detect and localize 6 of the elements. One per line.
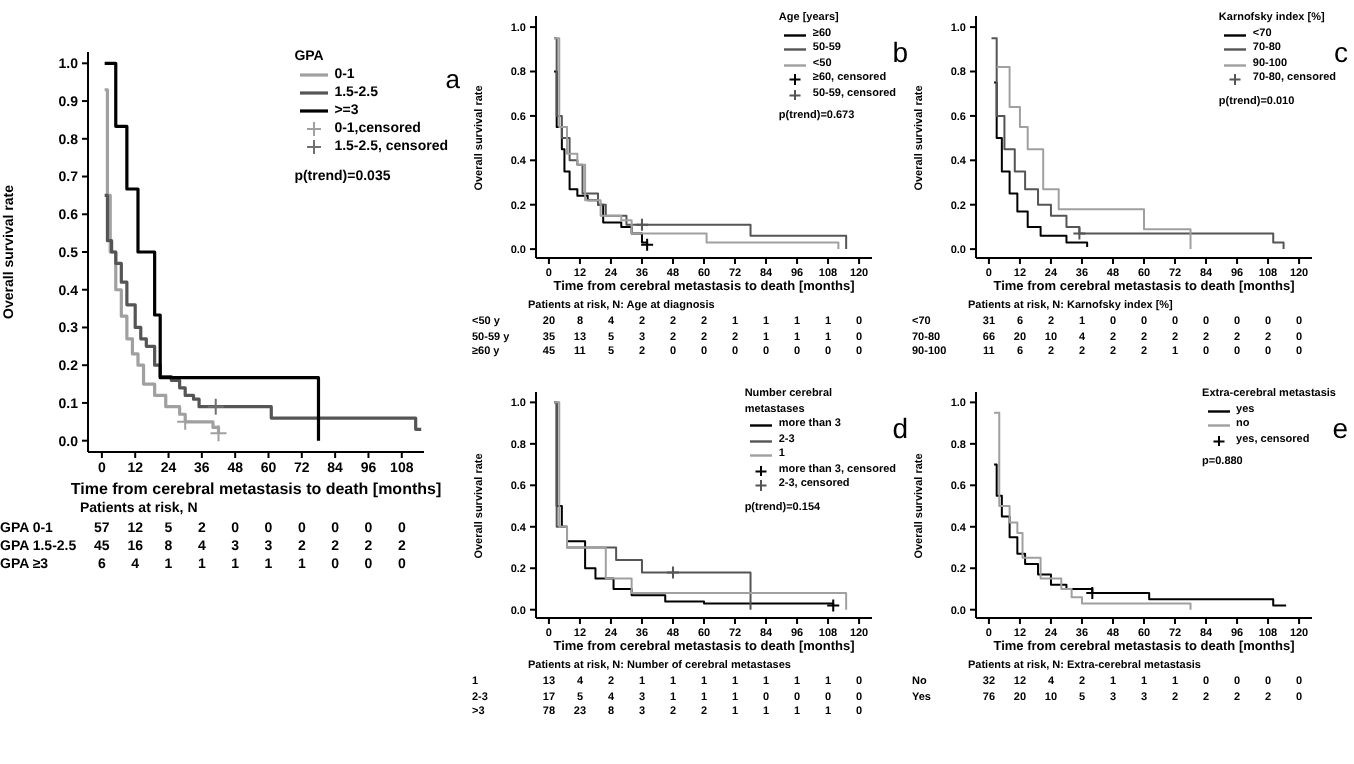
x-axis-title: Time from cerebral metastasis to death [months]	[70, 480, 442, 498]
text: b	[892, 36, 908, 68]
text: a	[445, 64, 460, 94]
text: d	[892, 412, 908, 444]
text: c	[1334, 36, 1348, 68]
text: e	[1332, 412, 1348, 444]
